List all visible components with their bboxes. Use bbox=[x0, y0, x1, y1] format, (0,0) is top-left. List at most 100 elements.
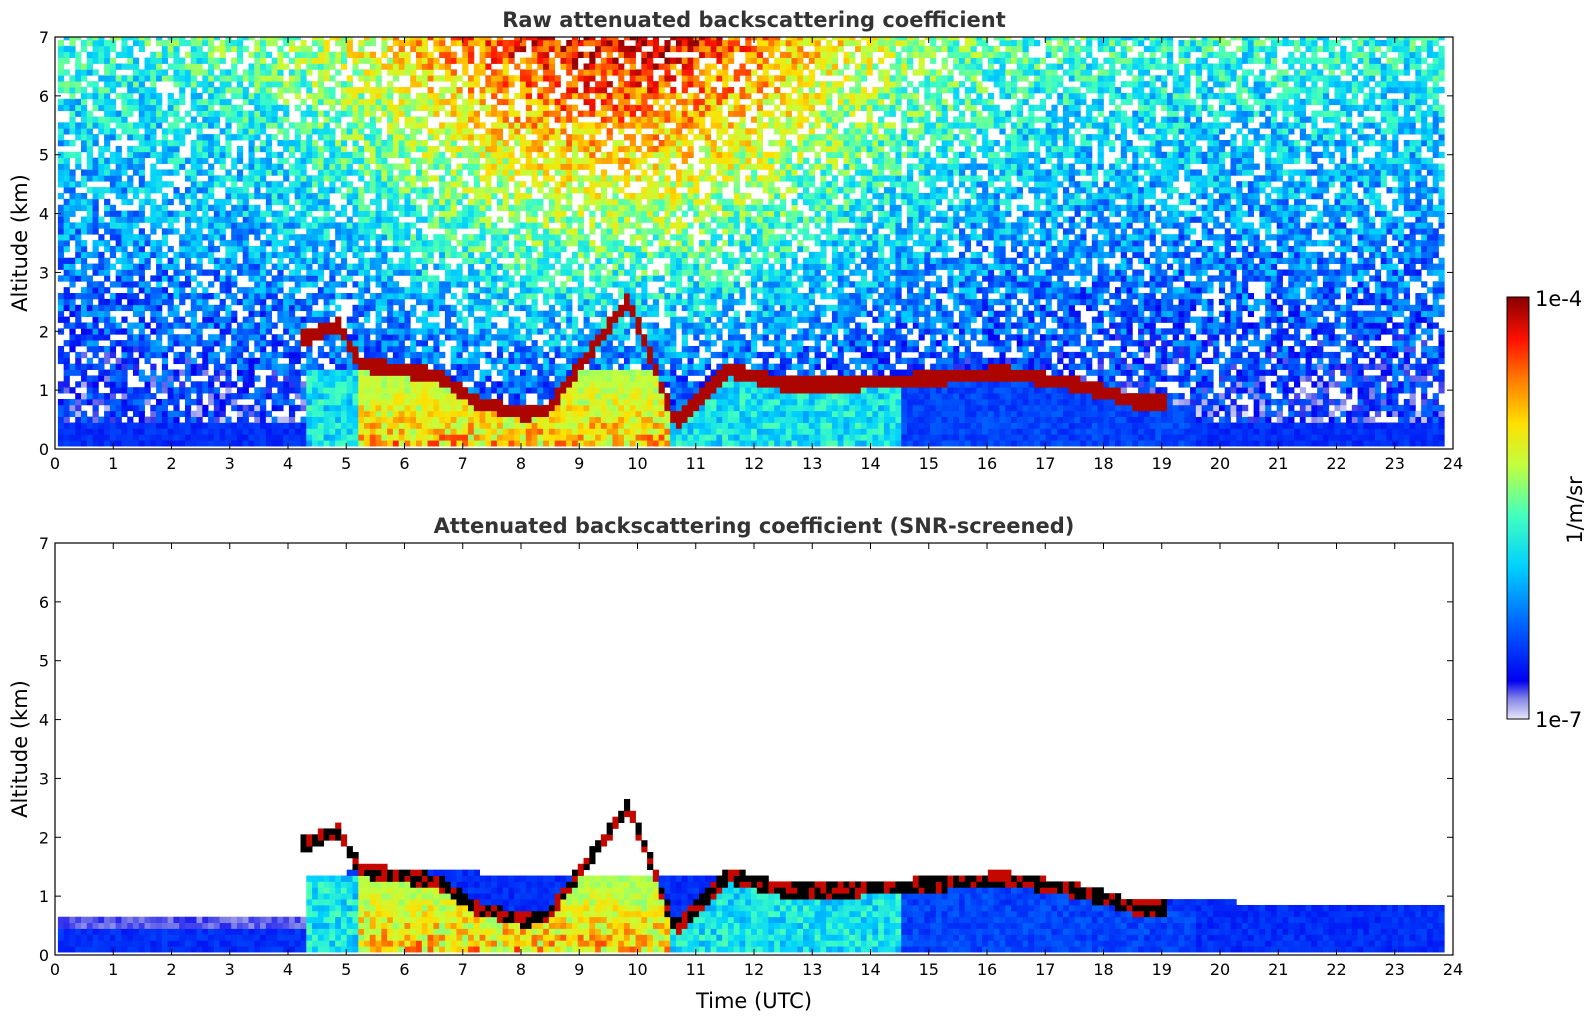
heatmap-cell bbox=[242, 163, 249, 170]
heatmap-cell bbox=[479, 98, 486, 106]
heatmap-cell bbox=[520, 410, 527, 418]
heatmap-cell bbox=[369, 198, 376, 206]
heatmap-cell bbox=[491, 257, 498, 264]
heatmap-cell bbox=[196, 216, 203, 223]
heatmap-cell bbox=[543, 310, 550, 317]
heatmap-cell bbox=[531, 281, 538, 288]
heatmap-cell bbox=[254, 228, 261, 235]
heatmap-cell bbox=[184, 404, 192, 412]
heatmap-cell bbox=[231, 75, 238, 82]
heatmap-cell bbox=[450, 175, 457, 182]
heatmap-cell bbox=[410, 175, 417, 182]
heatmap-cell bbox=[317, 128, 325, 135]
heatmap-cell bbox=[398, 128, 405, 135]
heatmap-cell bbox=[283, 51, 290, 58]
heatmap-cell bbox=[179, 140, 186, 147]
heatmap-cell bbox=[86, 398, 93, 406]
heatmap-cell bbox=[352, 157, 359, 164]
heatmap-cell bbox=[277, 404, 284, 412]
heatmap-cell bbox=[387, 257, 394, 264]
heatmap-cell bbox=[202, 287, 209, 294]
heatmap-cell bbox=[375, 363, 382, 370]
heatmap-cell bbox=[248, 222, 255, 229]
heatmap-cell bbox=[63, 363, 70, 370]
heatmap-cell bbox=[63, 369, 70, 376]
heatmap-cell bbox=[479, 175, 486, 182]
heatmap-cell bbox=[404, 328, 411, 335]
heatmap-cell bbox=[92, 204, 99, 212]
heatmap-cell bbox=[479, 387, 486, 394]
heatmap-cell bbox=[80, 328, 88, 335]
heatmap-cell bbox=[306, 210, 313, 217]
heatmap-cell bbox=[525, 328, 532, 335]
heatmap-cell bbox=[231, 263, 238, 270]
heatmap-cell bbox=[208, 393, 215, 400]
heatmap-cell bbox=[340, 263, 348, 270]
heatmap-cell bbox=[86, 363, 93, 370]
heatmap-cell bbox=[364, 169, 371, 176]
heatmap-cell bbox=[156, 175, 163, 182]
heatmap-cell bbox=[190, 39, 197, 47]
heatmap-cell bbox=[190, 328, 197, 335]
heatmap-cell bbox=[375, 281, 382, 288]
heatmap-cell bbox=[433, 92, 440, 100]
heatmap-cell bbox=[294, 222, 301, 229]
heatmap-cell bbox=[104, 257, 111, 264]
heatmap-cell bbox=[392, 134, 400, 141]
heatmap-cell bbox=[138, 393, 145, 400]
heatmap-cell bbox=[392, 198, 400, 206]
heatmap-cell bbox=[398, 222, 405, 229]
heatmap-cell bbox=[57, 181, 65, 188]
heatmap-cell bbox=[109, 110, 117, 117]
heatmap-cell bbox=[92, 428, 99, 435]
heatmap-cell bbox=[248, 381, 255, 388]
heatmap-cell bbox=[502, 245, 509, 253]
heatmap-cell bbox=[514, 316, 521, 323]
heatmap-cell bbox=[433, 240, 440, 247]
heatmap-cell bbox=[571, 228, 579, 235]
heatmap-cell bbox=[548, 192, 556, 200]
heatmap-cell bbox=[329, 204, 336, 212]
heatmap-cell bbox=[566, 434, 573, 441]
heatmap-cell bbox=[80, 69, 88, 76]
heatmap-cell bbox=[416, 440, 423, 447]
heatmap-cell bbox=[167, 398, 174, 406]
heatmap-cell bbox=[208, 104, 215, 111]
heatmap-cell bbox=[392, 298, 400, 306]
heatmap-cell bbox=[369, 39, 376, 47]
heatmap-cell bbox=[404, 134, 411, 141]
heatmap-cell bbox=[260, 51, 267, 58]
heatmap-cell bbox=[115, 228, 122, 235]
heatmap-cell bbox=[208, 351, 215, 359]
heatmap-cell bbox=[132, 363, 140, 370]
heatmap-cell bbox=[335, 351, 342, 359]
heatmap-cell bbox=[392, 263, 400, 270]
heatmap-cell bbox=[236, 110, 244, 117]
heatmap-cell bbox=[352, 122, 359, 129]
heatmap-cell bbox=[144, 422, 151, 429]
heatmap-cell bbox=[450, 304, 457, 312]
heatmap-cell bbox=[86, 275, 93, 282]
heatmap-cell bbox=[236, 428, 244, 435]
heatmap-cell bbox=[190, 116, 197, 123]
heatmap-cell bbox=[109, 81, 117, 88]
heatmap-cell bbox=[104, 187, 111, 194]
heatmap-cell bbox=[433, 175, 440, 182]
heatmap-cell bbox=[416, 369, 423, 376]
heatmap-cell bbox=[485, 416, 492, 423]
heatmap-cell bbox=[462, 69, 469, 76]
heatmap-cell bbox=[479, 63, 486, 70]
heatmap-cell bbox=[502, 169, 509, 176]
heatmap-cell bbox=[208, 122, 215, 129]
heatmap-cell bbox=[566, 422, 573, 429]
heatmap-cell bbox=[398, 398, 405, 406]
heatmap-cell bbox=[456, 328, 463, 335]
heatmap-cell bbox=[283, 228, 290, 235]
heatmap-cell bbox=[196, 416, 203, 423]
heatmap-cell bbox=[208, 181, 215, 188]
heatmap-cell bbox=[104, 381, 111, 388]
heatmap-cell bbox=[219, 92, 226, 100]
heatmap-cell bbox=[462, 104, 469, 111]
heatmap-cell bbox=[300, 304, 307, 312]
heatmap-cell bbox=[346, 81, 353, 88]
